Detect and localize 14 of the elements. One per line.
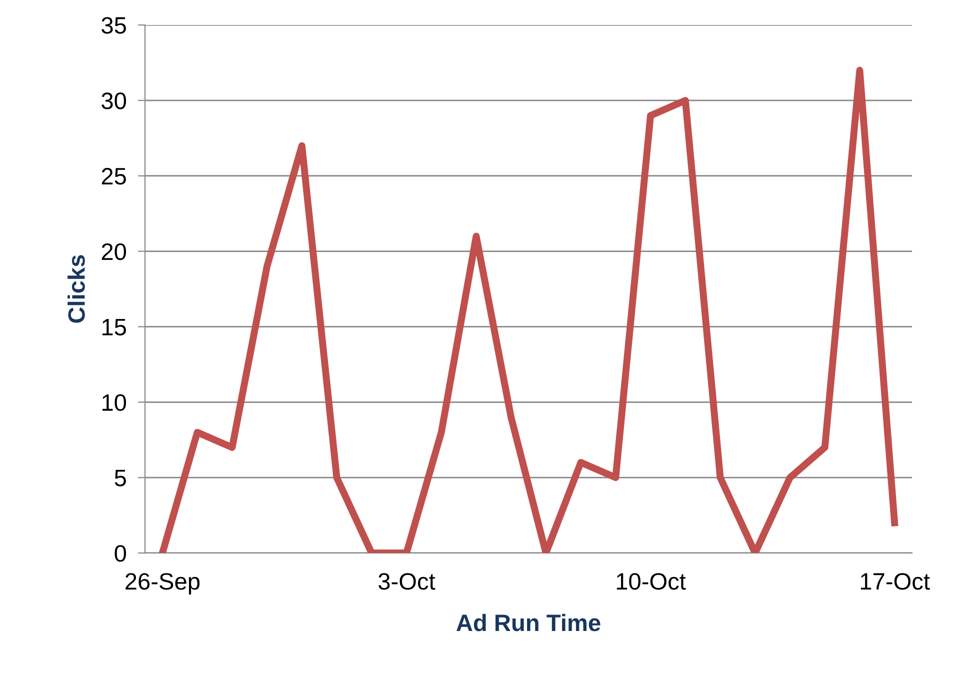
- x-tick-label: 10-Oct: [616, 573, 686, 590]
- y-tick-label: 5: [114, 470, 126, 486]
- y-axis-title: Clicks: [68, 255, 85, 323]
- x-tick-label: 26-Sep: [126, 573, 200, 594]
- y-tick-label: 10: [102, 394, 126, 411]
- y-tick-label: 20: [102, 243, 126, 260]
- x-tick-label: 3-Oct: [378, 573, 436, 590]
- x-axis-title: Ad Run Time: [456, 614, 600, 632]
- y-tick-label: 30: [102, 92, 126, 110]
- y-tick-label: 35: [102, 17, 126, 34]
- y-tick-label: 0: [114, 545, 126, 562]
- x-tick-label: 17-Oct: [860, 573, 930, 590]
- y-tick-label: 15: [102, 319, 126, 336]
- y-tick-label: 25: [102, 168, 126, 185]
